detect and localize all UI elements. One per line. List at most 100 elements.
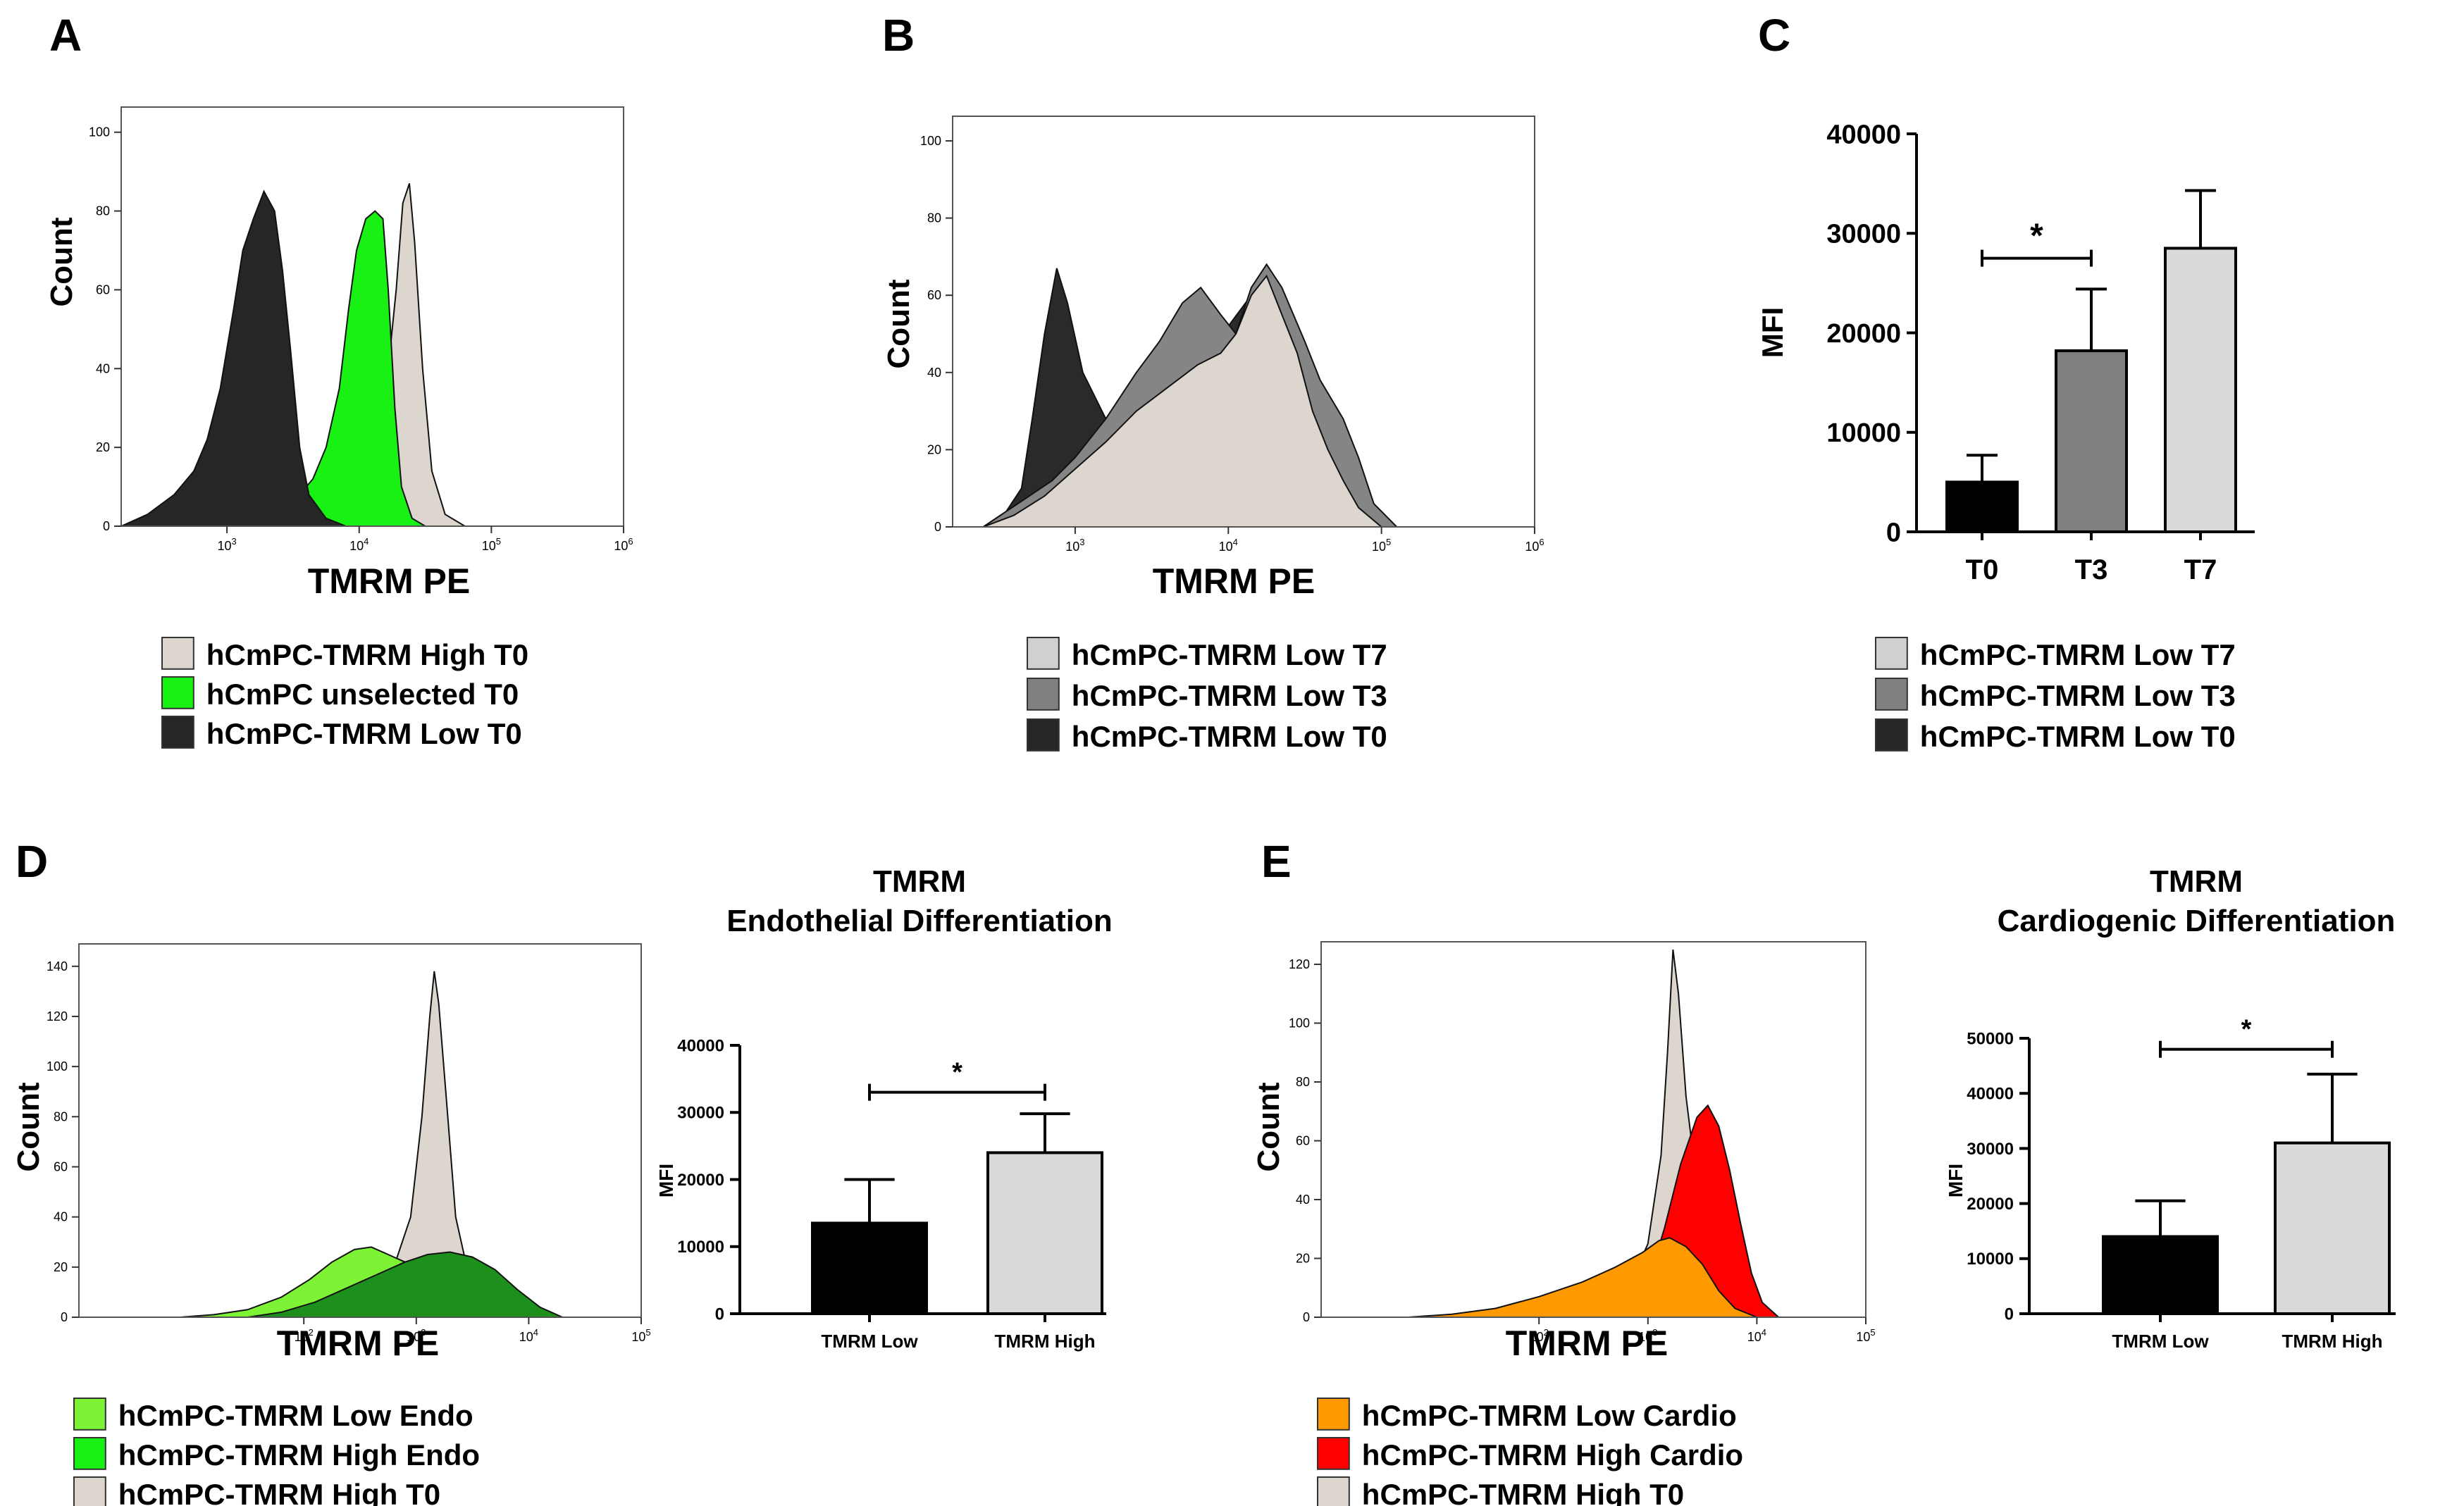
category-label: TMRM High xyxy=(2282,1331,2383,1352)
y-tick-label: 0 xyxy=(1886,518,1901,547)
y-tick-label: 40 xyxy=(54,1210,68,1224)
y-tick-label: 40 xyxy=(96,361,110,375)
y-tick-label: 20000 xyxy=(1826,319,1901,349)
y-tick-label: 60 xyxy=(54,1159,68,1174)
panel-d-hist: D 0 20 40 60 80 100 120 140 102 103 104 105 Count TMRM… xyxy=(11,836,651,1363)
legend-label: hCmPC-TMRM High Endo xyxy=(118,1438,480,1471)
y-tick-label: 80 xyxy=(927,211,941,225)
histogram-hcmpc-tmrm-high-endo xyxy=(247,1251,563,1318)
histogram-hcmpc-tmrm-low-cardio xyxy=(1408,1237,1757,1318)
y-tick-label: 20 xyxy=(1296,1251,1310,1265)
significance-star: * xyxy=(2241,1015,2252,1045)
histogram-hcmpc-tmrm-low-t7 xyxy=(983,274,1382,528)
y-tick-label: 80 xyxy=(96,204,110,218)
legend-c: hCmPC-TMRM Low T7 hCmPC-TMRM Low T3 hCmPC-… xyxy=(1875,637,2236,753)
x-tick-label: 103 xyxy=(217,536,236,553)
category-label: T3 xyxy=(2075,554,2108,585)
y-tick-label: 0 xyxy=(2005,1305,2014,1324)
y-tick-label: 100 xyxy=(920,134,941,148)
y-tick-label: 30000 xyxy=(1967,1140,2014,1159)
legend-swatch xyxy=(1027,678,1060,711)
legend-swatch xyxy=(73,1476,106,1506)
significance-star: * xyxy=(2030,218,2043,255)
legend-swatch xyxy=(161,637,194,670)
y-tick-label: 60 xyxy=(1296,1133,1310,1147)
category-label: TMRM Low xyxy=(2112,1331,2209,1352)
y-axis-label: Count xyxy=(881,279,916,368)
legend-d: hCmPC-TMRM Low Endo hCmPC-TMRM High Endo h… xyxy=(73,1398,480,1506)
legend-swatch xyxy=(73,1437,106,1470)
y-axis-label: Count xyxy=(44,217,79,306)
y-tick-label: 120 xyxy=(1289,957,1310,971)
legend-label: hCmPC-TMRM Low T3 xyxy=(1072,679,1387,712)
y-axis-label: MFI xyxy=(1945,1164,1967,1197)
x-tick-label: 104 xyxy=(1747,1327,1766,1344)
legend-swatch xyxy=(1027,718,1060,752)
panel-letter: E xyxy=(1261,836,1292,887)
y-tick-label: 0 xyxy=(934,520,941,534)
legend-swatch xyxy=(1317,1437,1350,1470)
legend-label: hCmPC-TMRM Low T7 xyxy=(1072,638,1387,671)
legend-b: hCmPC-TMRM Low T7 hCmPC-TMRM Low T3 hCmPC-… xyxy=(1027,637,1387,753)
legend-a: hCmPC-TMRM High T0 hCmPC unselected T0 hCm… xyxy=(161,637,528,750)
y-tick-label: 40 xyxy=(1296,1193,1310,1207)
legend-label: hCmPC-TMRM Low T0 xyxy=(206,717,522,750)
legend-label: hCmPC-TMRM High T0 xyxy=(118,1478,440,1506)
x-tick-label: 106 xyxy=(614,536,633,553)
legend-label: hCmPC-TMRM Low Endo xyxy=(118,1399,473,1432)
legend-swatch xyxy=(161,716,194,749)
y-tick-label: 40000 xyxy=(677,1036,724,1055)
panel-b: B 0 20 40 60 80 100 103 104 105 106 Count TMRM PE xyxy=(881,10,1544,601)
legend-label: hCmPC-TMRM Low T7 xyxy=(1920,638,2236,671)
y-axis-label: MFI xyxy=(655,1164,677,1197)
panel-letter: D xyxy=(16,836,48,887)
x-tick-label: 104 xyxy=(349,536,369,553)
x-tick-label: 102 xyxy=(295,1327,314,1344)
plot-frame xyxy=(120,106,624,527)
panel-a: A 0 20 40 60 80 100 103 104 105 106 Count TMRM PE xyxy=(44,10,633,601)
x-tick-label: 105 xyxy=(1856,1327,1875,1344)
x-tick-label: 105 xyxy=(482,536,501,553)
bar-tmrm-low xyxy=(811,1221,928,1315)
y-tick-label: 100 xyxy=(1289,1016,1310,1030)
legend-swatch xyxy=(73,1398,106,1431)
legend-swatch xyxy=(1027,637,1060,670)
y-tick-label: 120 xyxy=(47,1009,68,1023)
x-axis-label: TMRM PE xyxy=(308,561,471,601)
category-label: T0 xyxy=(1966,554,1999,585)
category-label: TMRM High xyxy=(995,1331,1096,1352)
y-tick-label: 20 xyxy=(54,1260,68,1274)
plot-frame xyxy=(952,116,1535,528)
x-tick-label: 105 xyxy=(631,1327,650,1344)
x-tick-label: 104 xyxy=(1219,537,1238,554)
legend-label: hCmPC-TMRM Low T0 xyxy=(1072,720,1387,753)
y-tick-label: 10000 xyxy=(677,1238,724,1257)
y-axis-label: Count xyxy=(1251,1082,1286,1171)
y-tick-label: 140 xyxy=(47,959,68,973)
y-tick-label: 60 xyxy=(927,288,941,302)
x-axis-label: TMRM PE xyxy=(277,1324,440,1363)
panel-e-hist: E 0 20 40 60 80 100 120 102 103 104 105 Count TMRM PE xyxy=(1251,836,1876,1363)
bar-tmrm-high xyxy=(986,1151,1103,1316)
panel-e-bar: TMRM Cardiogenic Differentiation 0 10000 200… xyxy=(1945,864,2396,1352)
plot-frame xyxy=(1320,941,1866,1318)
chart-subtitle: Cardiogenic Differentiation xyxy=(1998,904,2396,938)
histogram-hcmpc-tmrm-low-t0 xyxy=(120,189,347,527)
bar-t7 xyxy=(2164,247,2237,533)
y-tick-label: 80 xyxy=(1296,1075,1310,1089)
y-tick-label: 30000 xyxy=(1826,220,1901,249)
category-label: T7 xyxy=(2184,554,2217,585)
panel-letter: A xyxy=(49,10,82,61)
y-tick-label: 20000 xyxy=(677,1171,724,1190)
x-tick-label: 103 xyxy=(1065,537,1084,554)
y-tick-label: 0 xyxy=(715,1305,724,1324)
x-tick-label: 103 xyxy=(1638,1327,1657,1344)
chart-title: TMRM xyxy=(873,864,966,899)
y-tick-label: 10000 xyxy=(1967,1250,2014,1269)
legend-swatch xyxy=(1317,1476,1350,1506)
x-tick-label: 103 xyxy=(407,1327,426,1344)
legend-label: hCmPC-TMRM High T0 xyxy=(206,638,528,671)
y-tick-label: 0 xyxy=(103,519,110,533)
bar-tmrm-high xyxy=(2274,1141,2391,1315)
legend-swatch xyxy=(1875,718,1908,752)
